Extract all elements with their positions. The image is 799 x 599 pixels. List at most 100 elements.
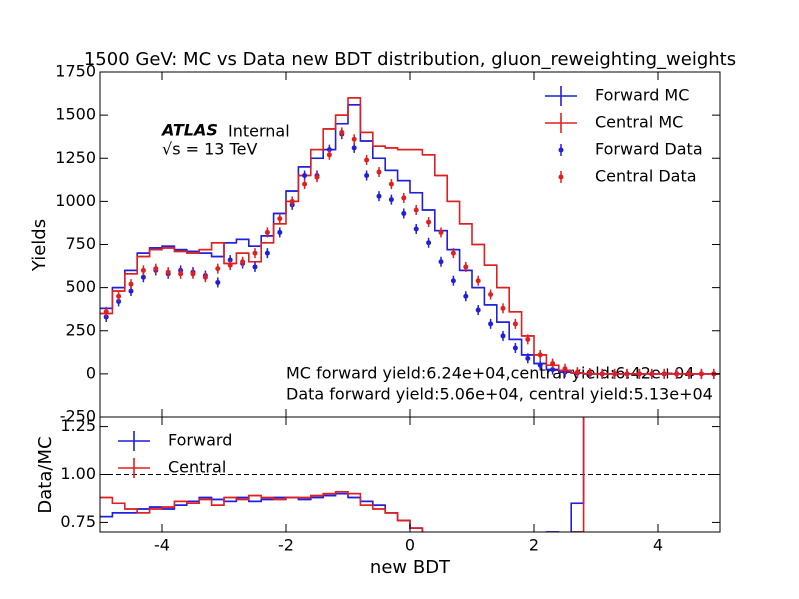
data-point xyxy=(190,271,196,277)
legend-marker xyxy=(558,147,564,153)
data-point xyxy=(351,136,357,142)
plot-area xyxy=(100,97,720,379)
data-point xyxy=(401,210,407,216)
data-point xyxy=(413,207,419,213)
data-point xyxy=(388,197,394,203)
legend-label: Central MC xyxy=(595,113,683,132)
data-point xyxy=(624,371,630,377)
data-point xyxy=(227,257,233,263)
data-point xyxy=(264,250,270,256)
data-point xyxy=(475,278,481,284)
step-outline xyxy=(100,97,720,375)
data-point xyxy=(277,229,283,235)
data-point xyxy=(463,293,469,299)
data-point xyxy=(587,370,593,376)
data-point xyxy=(165,269,171,275)
data-point xyxy=(215,279,221,285)
data-point xyxy=(116,293,122,299)
data-point xyxy=(450,278,456,284)
data-point xyxy=(537,362,543,368)
data-point xyxy=(550,367,556,373)
data-point xyxy=(438,259,444,265)
data-point xyxy=(612,371,618,377)
data-point xyxy=(488,321,494,327)
y-tick-label: 1750 xyxy=(55,62,96,81)
data-point xyxy=(500,305,506,311)
data-point xyxy=(364,173,370,178)
legend-label: Central xyxy=(168,458,226,477)
x-tick-label: 0 xyxy=(405,536,415,555)
data-point xyxy=(550,361,556,367)
y-tick-label: 1.00 xyxy=(60,464,96,483)
data-point xyxy=(339,129,345,135)
data-point xyxy=(537,352,543,358)
data-point xyxy=(277,216,283,222)
energy-label: √s = 13 TeV xyxy=(162,140,257,159)
data-point xyxy=(599,371,605,377)
legend-label: Forward xyxy=(168,431,232,450)
x-tick-label: 4 xyxy=(653,536,663,555)
data-point xyxy=(661,371,667,377)
data-point xyxy=(128,288,134,294)
data-point xyxy=(401,195,407,201)
chart-title: 1500 GeV: MC vs Data new BDT distributio… xyxy=(84,49,736,70)
data-point xyxy=(326,152,332,158)
data-point xyxy=(636,371,642,377)
data-point xyxy=(512,345,518,351)
y-tick-label: 0 xyxy=(86,363,96,382)
y-tick-label: 1000 xyxy=(55,191,96,210)
y-tick-label: 0.75 xyxy=(60,512,96,531)
x-tick-label: 2 xyxy=(529,536,539,555)
data-point xyxy=(525,355,531,361)
data-point xyxy=(413,226,419,232)
step-outline xyxy=(100,417,585,532)
data-point xyxy=(326,147,332,153)
data-point xyxy=(252,250,258,256)
legend-label: Forward MC xyxy=(595,86,689,105)
y-tick-label: -250 xyxy=(60,407,96,426)
data-point xyxy=(103,309,109,315)
x-tick-label: -4 xyxy=(154,536,170,555)
data-yield: Data forward yield:5.06e+04, central yie… xyxy=(286,385,713,404)
data-point xyxy=(376,193,382,199)
data-point xyxy=(463,264,469,270)
data-point xyxy=(364,157,370,163)
data-point xyxy=(649,371,655,377)
data-point xyxy=(351,145,357,151)
data-point xyxy=(438,229,444,235)
y-tick-label: 250 xyxy=(65,320,96,339)
data-point xyxy=(289,198,295,204)
y-tick-label: 1.25 xyxy=(60,416,96,435)
data-point xyxy=(426,219,432,225)
data-point xyxy=(116,298,122,304)
data-point xyxy=(426,240,432,246)
data-point xyxy=(202,274,208,280)
y-tick-label: 500 xyxy=(65,277,96,296)
data-point xyxy=(302,181,308,187)
data-point xyxy=(488,292,494,298)
data-point xyxy=(475,307,481,313)
data-point xyxy=(314,174,320,180)
step-outline xyxy=(100,103,720,375)
data-point xyxy=(562,366,568,372)
y-tick-label: 1250 xyxy=(55,148,96,167)
data-point xyxy=(388,181,394,187)
data-point xyxy=(140,274,146,280)
legend-label: Central Data xyxy=(595,167,697,186)
data-point xyxy=(698,371,704,377)
data-point xyxy=(674,371,680,377)
data-point xyxy=(227,262,233,268)
data-point xyxy=(376,169,382,175)
x-axis-label: new BDT xyxy=(370,557,451,578)
data-point xyxy=(103,314,109,320)
ratio-axis-label: Data/MC xyxy=(35,436,56,513)
data-point xyxy=(215,266,221,272)
data-point xyxy=(264,229,270,235)
legend-marker xyxy=(558,174,564,180)
data-point xyxy=(512,321,518,327)
legend-label: Forward Data xyxy=(595,140,703,159)
data-point xyxy=(153,266,159,272)
data-point xyxy=(128,281,134,287)
mc-yield: MC forward yield:6.24e+04,central yield:… xyxy=(286,364,695,383)
